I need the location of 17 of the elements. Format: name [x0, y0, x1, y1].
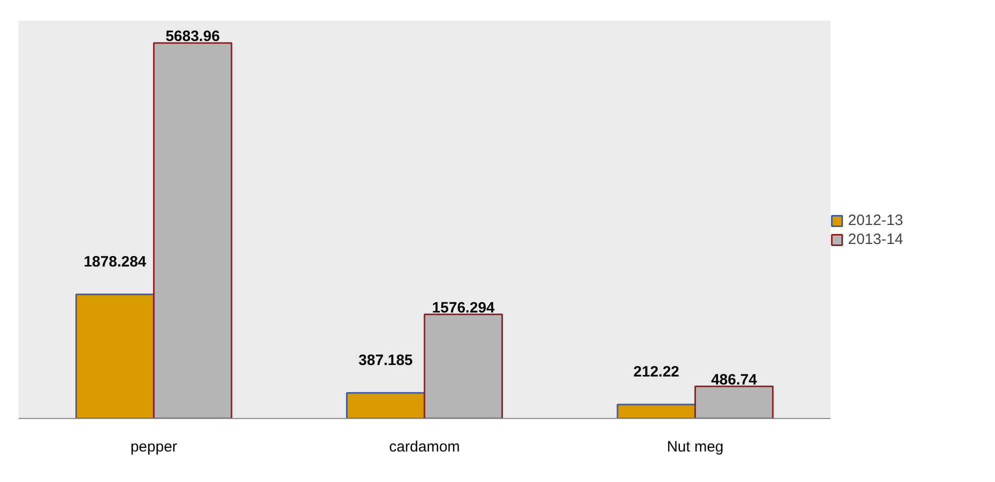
- bar: [694, 386, 774, 418]
- data-label: 5683.96: [166, 28, 220, 46]
- x-tick-label: pepper: [130, 438, 178, 456]
- legend-label: 2012-13: [848, 212, 904, 229]
- data-label: 1878.284: [84, 253, 147, 270]
- data-label: 212.22: [633, 363, 680, 380]
- x-tick-label: cardamom: [389, 438, 460, 456]
- bar: [153, 42, 232, 418]
- bar: [346, 392, 426, 418]
- data-label: 486.74: [711, 371, 758, 388]
- bar: [424, 314, 503, 418]
- x-tick-label: Nut meg: [666, 438, 724, 456]
- data-label: 387.185: [358, 352, 413, 369]
- bar: [75, 294, 155, 418]
- data-label: 1576.294: [432, 299, 496, 316]
- legend-label: 2013-14: [848, 231, 904, 248]
- bar: [616, 404, 696, 418]
